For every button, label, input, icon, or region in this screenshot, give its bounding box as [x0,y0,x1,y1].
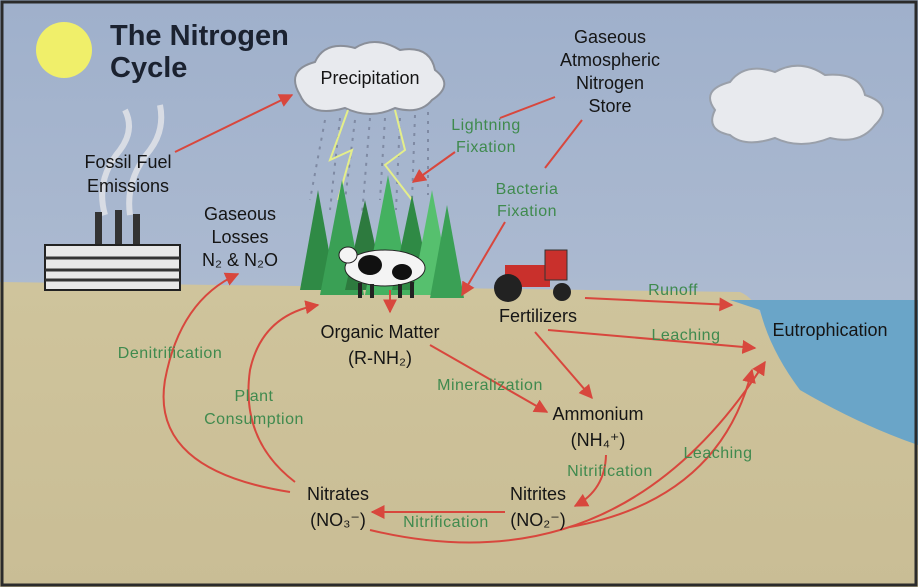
process-label: Denitrification [118,345,222,362]
process-label: Runoff [648,282,698,299]
process-label: Plant [235,388,274,405]
wheel [494,274,522,302]
node-label: N₂ & N₂O [202,250,278,270]
node-label: (NO₃⁻) [310,510,366,530]
process-label: Lightning [451,117,520,134]
node-label: (R-NH₂) [348,348,412,368]
process-label: Consumption [204,411,304,428]
node-label: Nitrites [510,484,566,504]
node-label: (NH₄⁺) [571,430,626,450]
title: Cycle [110,52,187,84]
node-label: Precipitation [320,68,419,88]
node-label: (NO₂⁻) [510,510,565,530]
process-label: Mineralization [437,377,543,394]
node-label: Organic Matter [320,322,439,342]
building [45,245,180,290]
cow-patch [358,255,382,275]
process-label: Fixation [497,203,557,220]
sun [36,22,92,78]
page: The Nitrogen Cycle Precipitation Gaseous… [0,0,918,587]
node-label: Atmospheric [560,50,660,70]
cow-head [339,247,357,263]
node-label: Fertilizers [499,306,577,326]
wheel [553,283,571,301]
node-label: Emissions [87,176,169,196]
node-label: Losses [211,227,268,247]
process-label: Nitrification [403,514,489,531]
node-label: Nitrates [307,484,369,504]
node-label: Fossil Fuel [84,152,171,172]
node-label: Ammonium [552,404,643,424]
process-label: Nitrification [567,463,653,480]
title: The Nitrogen [110,20,289,52]
process-label: Leaching [652,327,721,344]
node-label: Eutrophication [772,320,887,340]
node-label: Nitrogen [576,73,644,93]
nitrogen-cycle-diagram: The Nitrogen Cycle Precipitation Gaseous… [0,0,918,587]
node-label: Gaseous [574,27,646,47]
process-label: Leaching [684,445,753,462]
process-label: Fixation [456,139,516,156]
process-label: Bacteria [496,181,559,198]
node-label: Gaseous [204,204,276,224]
tractor-cab [545,250,567,280]
node-label: Store [588,96,631,116]
cow-patch [392,264,412,280]
